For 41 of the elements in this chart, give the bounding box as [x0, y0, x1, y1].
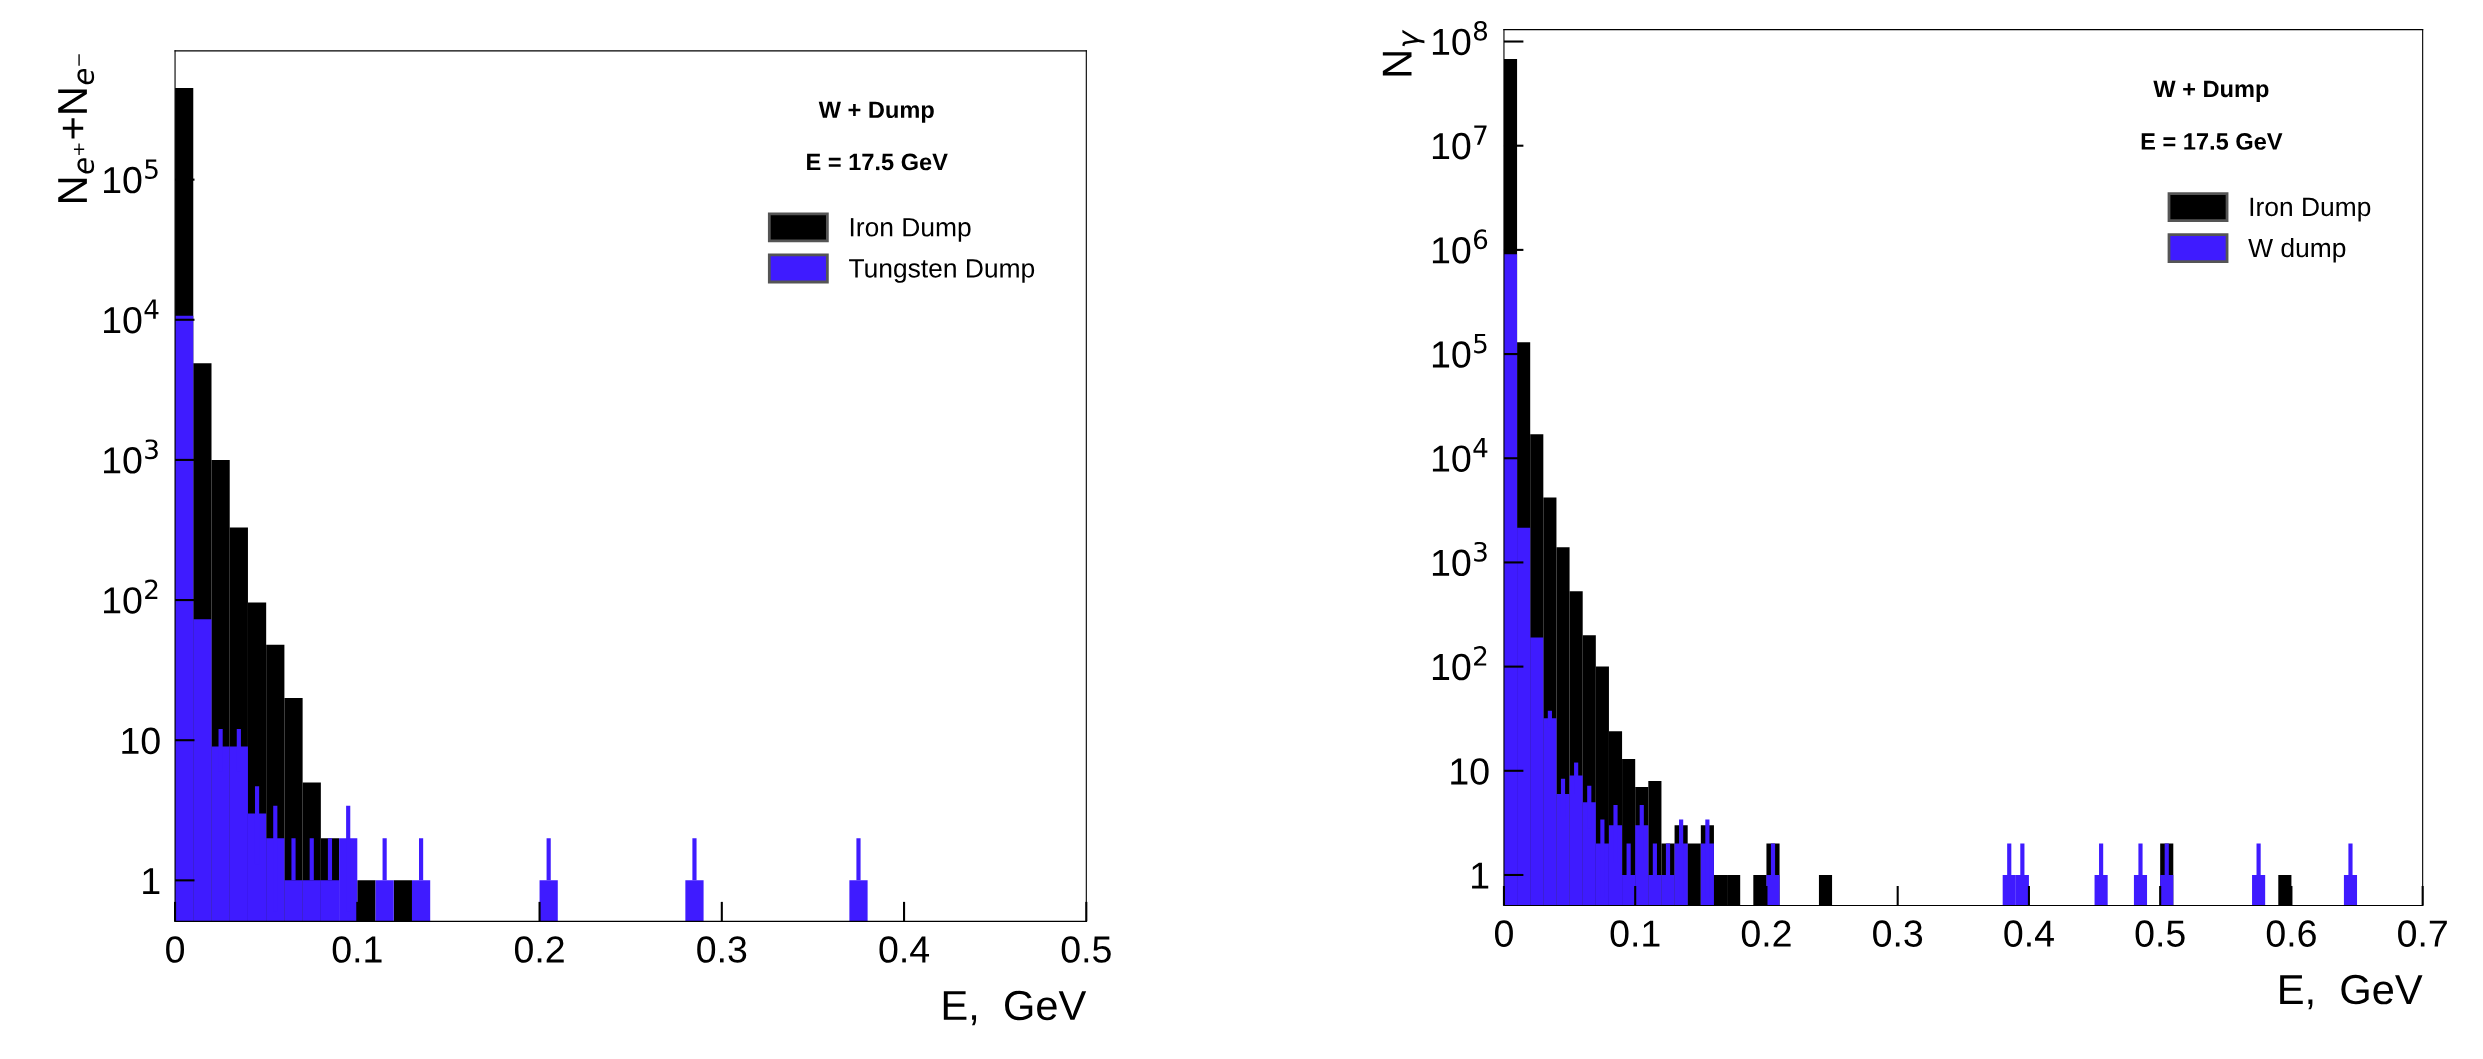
- x-axis-title: E, GeV: [943, 990, 1087, 1026]
- y-tick-label: 10$^{2}$: [104, 579, 158, 614]
- y-tick-label: 10$^{5}$: [104, 159, 158, 194]
- y-tick-label: 10$^{6}$: [1432, 229, 1488, 264]
- x-tick-label: 0: [166, 936, 185, 963]
- y-tick-label: 10$^{3}$: [104, 439, 158, 474]
- annotation: E = 17.5 GeV: [2141, 133, 2283, 150]
- x-tick-label: 0.1: [1610, 920, 1660, 947]
- annotation: W + Dump: [2153, 80, 2269, 102]
- x-tick-label: 0: [1494, 920, 1513, 947]
- legend-label: Iron Dump: [2250, 197, 2371, 222]
- y-tick-label: 10$^{2}$: [1432, 646, 1487, 681]
- x-tick-label: 0.3: [697, 936, 747, 963]
- y-tick-label: 10$^{7}$: [1432, 125, 1487, 160]
- y-tick-label: 10$^{4}$: [104, 299, 159, 334]
- x-tick-label: 0.2: [514, 936, 564, 963]
- y-tick-label: 10: [122, 727, 160, 755]
- x-axis-title: E, GeV: [2280, 974, 2423, 1010]
- annotation: W + Dump: [818, 101, 934, 123]
- x-tick-label: 0.4: [879, 936, 930, 963]
- y-tick-label: 1: [143, 868, 160, 894]
- x-tick-label: 0.2: [1741, 920, 1791, 947]
- y-axis-title: N$_{γ}$: [1382, 29, 1425, 76]
- legend-label: Tungsten Dump: [849, 259, 1035, 283]
- y-tick-label: 10$^{4}$: [1432, 438, 1488, 472]
- y-axis-title: N$_{e⁺}$+N$_{e⁻}$: [58, 54, 95, 202]
- y-tick-label: 10$^{8}$: [1432, 20, 1488, 56]
- x-tick-label: 0.7: [2398, 920, 2447, 947]
- x-tick-label: 0.1: [332, 936, 382, 963]
- y-tick-label: 10$^{3}$: [1432, 541, 1487, 577]
- x-tick-label: 0.6: [2266, 920, 2316, 947]
- annotation: E = 17.5 GeV: [807, 153, 948, 171]
- legend-label: Iron Dump: [850, 218, 971, 242]
- x-tick-label: 0.4: [2004, 920, 2054, 947]
- x-tick-label: 0.3: [1873, 920, 1923, 947]
- legend-label: W dump: [2248, 237, 2346, 263]
- y-tick-label: 10$^{5}$: [1432, 333, 1487, 368]
- x-tick-label: 0.5: [2135, 920, 2185, 947]
- y-tick-label: 1: [1472, 862, 1489, 889]
- y-tick-label: 10: [1451, 758, 1489, 785]
- x-tick-label: 0.5: [1061, 936, 1111, 963]
